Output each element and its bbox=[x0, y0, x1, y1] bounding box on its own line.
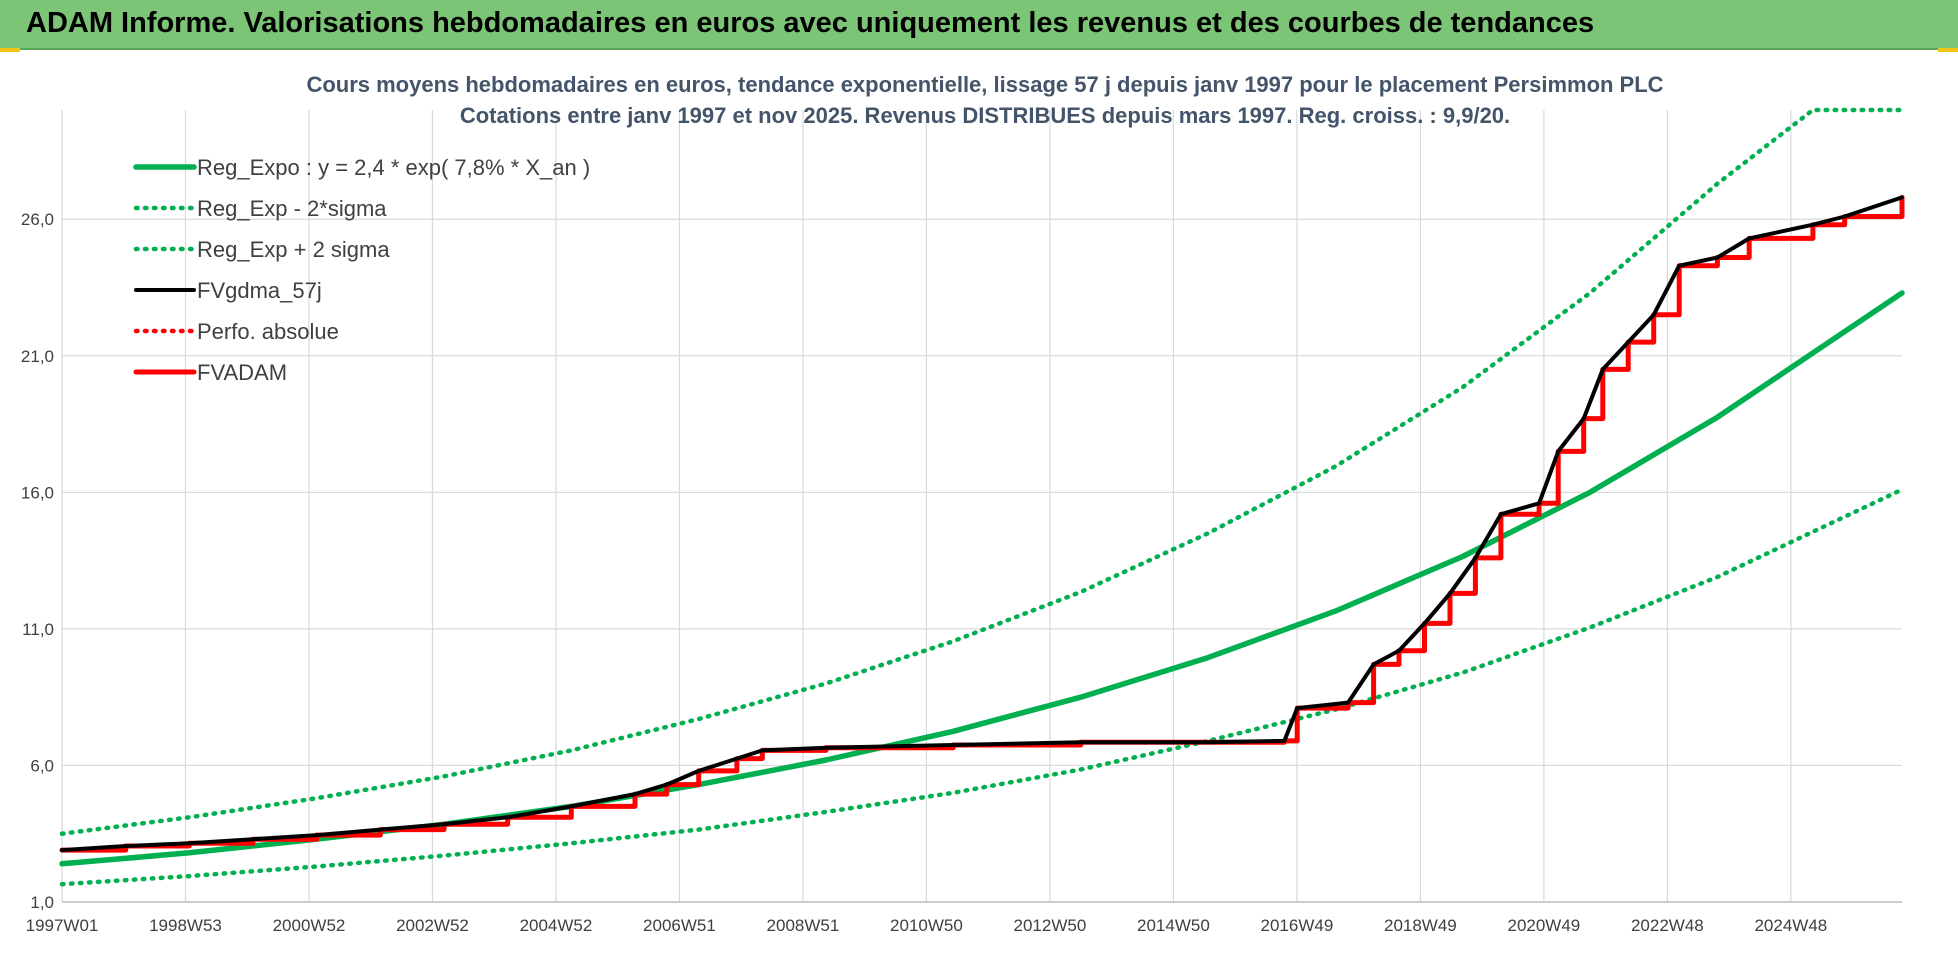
legend-label: Reg_Exp - 2*sigma bbox=[197, 196, 387, 221]
x-tick-label: 1998W53 bbox=[149, 916, 222, 935]
x-tick-label: 2008W51 bbox=[767, 916, 840, 935]
chart-grid bbox=[61, 110, 1902, 903]
x-tick-label: 2020W49 bbox=[1507, 916, 1580, 935]
chart-series bbox=[59, 107, 1905, 887]
y-tick-label: 16,0 bbox=[21, 483, 54, 502]
x-tick-label: 2000W52 bbox=[273, 916, 346, 935]
series-line-3 bbox=[60, 195, 1904, 853]
series-line-1 bbox=[59, 487, 1905, 887]
x-tick-label: 2024W48 bbox=[1754, 916, 1827, 935]
x-tick-label: 2012W50 bbox=[1014, 916, 1087, 935]
legend-label: Reg_Exp + 2 sigma bbox=[197, 237, 390, 262]
y-axis: 1,0 6,0 11,0 16,0 21,0 26,0 bbox=[21, 210, 54, 912]
series-line-5 bbox=[59, 194, 1905, 853]
chart-title-line: Cotations entre janv 1997 et nov 2025. R… bbox=[460, 103, 1510, 128]
x-tick-label: 2014W50 bbox=[1137, 916, 1210, 935]
x-tick-label: 2016W49 bbox=[1261, 916, 1334, 935]
x-tick-label: 1997W01 bbox=[26, 916, 99, 935]
y-tick-label: 1,0 bbox=[30, 893, 54, 912]
x-tick-label: 2006W51 bbox=[643, 916, 716, 935]
corner-marker bbox=[1938, 48, 1958, 54]
chart-legend: Reg_Expo : y = 2,4 * exp( 7,8% * X_an ) R… bbox=[133, 155, 590, 385]
y-tick-label: 6,0 bbox=[30, 756, 54, 775]
chart-background bbox=[0, 52, 1958, 978]
y-tick-label: 11,0 bbox=[22, 620, 54, 639]
legend-label: FVgdma_57j bbox=[197, 278, 322, 303]
legend-label: Reg_Expo : y = 2,4 * exp( 7,8% * X_an ) bbox=[197, 155, 590, 180]
legend-label: FVADAM bbox=[197, 360, 287, 385]
x-tick-label: 2004W52 bbox=[520, 916, 593, 935]
x-axis: 1997W01 1998W53 2000W52 2002W52 2004W52 2006W… bbox=[26, 916, 1828, 935]
x-tick-label: 2018W49 bbox=[1384, 916, 1457, 935]
x-tick-label: 2022W48 bbox=[1631, 916, 1704, 935]
y-tick-label: 21,0 bbox=[21, 347, 54, 366]
x-tick-label: 2010W50 bbox=[890, 916, 963, 935]
corner-marker bbox=[0, 48, 20, 54]
y-tick-label: 26,0 bbox=[21, 210, 54, 229]
chart-title: Cours moyens hebdomadaires en euros, ten… bbox=[306, 72, 1663, 128]
x-tick-label: 2002W52 bbox=[396, 916, 469, 935]
chart-title-line: Cours moyens hebdomadaires en euros, ten… bbox=[306, 72, 1663, 97]
legend-label: Perfo. absolue bbox=[197, 319, 339, 344]
page-title: ADAM Informe. Valorisations hebdomadaire… bbox=[26, 7, 1595, 39]
series-line-2 bbox=[59, 107, 1905, 836]
header-banner: ADAM Informe. Valorisations hebdomadaire… bbox=[0, 0, 1958, 50]
chart: 1,0 6,0 11,0 16,0 21,0 26,0 1997W01 1998W53 200… bbox=[0, 52, 1958, 978]
